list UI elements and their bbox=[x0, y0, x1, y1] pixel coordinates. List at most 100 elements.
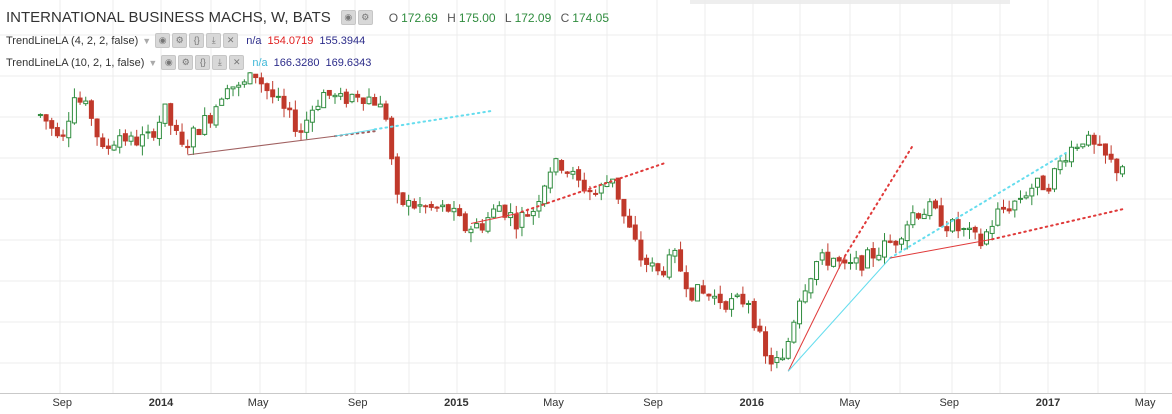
candle-body bbox=[1006, 208, 1012, 212]
candle-body bbox=[196, 129, 202, 136]
candle-body bbox=[933, 200, 939, 209]
candle-body bbox=[1012, 200, 1018, 211]
candle-body bbox=[105, 145, 111, 149]
pin-icon[interactable]: ⤓ bbox=[206, 33, 222, 48]
candle-body bbox=[445, 204, 451, 212]
close-icon[interactable]: ✕ bbox=[223, 33, 239, 48]
indicator-value: 169.6343 bbox=[325, 56, 372, 69]
candle-body bbox=[474, 223, 480, 229]
candle-body bbox=[349, 93, 355, 103]
candle-body bbox=[247, 72, 253, 85]
candle-body bbox=[502, 204, 508, 218]
ohlc-label: C bbox=[560, 10, 570, 25]
candle-body bbox=[955, 219, 961, 232]
candle-body bbox=[1051, 168, 1057, 190]
candle-body bbox=[576, 169, 582, 181]
candle-body bbox=[706, 293, 712, 297]
candle-body bbox=[326, 89, 332, 96]
candle-body bbox=[695, 284, 701, 302]
candle-body bbox=[366, 96, 372, 105]
candle-body bbox=[983, 231, 989, 245]
candle-body bbox=[1023, 195, 1029, 199]
candle-body bbox=[785, 340, 791, 359]
price-chart[interactable] bbox=[0, 0, 1172, 393]
candle-body bbox=[139, 134, 145, 147]
candle-body bbox=[638, 239, 644, 261]
source-icon[interactable]: {} bbox=[189, 33, 205, 48]
candle-body bbox=[655, 263, 661, 272]
candle-body bbox=[593, 192, 599, 195]
eye-icon[interactable]: ◉ bbox=[161, 55, 177, 70]
candle-body bbox=[870, 248, 876, 259]
x-tick-label: Sep bbox=[52, 397, 73, 409]
candle-body bbox=[168, 103, 174, 126]
source-icon[interactable]: {} bbox=[195, 55, 211, 70]
candle-body bbox=[400, 192, 406, 205]
candle-body bbox=[54, 127, 60, 137]
trend-line-extension bbox=[889, 152, 1067, 259]
symbol-title: INTERNATIONAL BUSINESS MACHS, W, BATS bbox=[6, 9, 331, 26]
candle-body bbox=[343, 91, 349, 104]
candle-body bbox=[264, 83, 270, 92]
candle-body bbox=[496, 205, 502, 212]
eye-icon[interactable]: ◉ bbox=[340, 10, 356, 25]
candle-body bbox=[1000, 206, 1006, 210]
candle-body bbox=[1108, 153, 1114, 160]
candle-body bbox=[678, 249, 684, 272]
candle-body bbox=[1057, 160, 1063, 171]
candle-body bbox=[258, 77, 264, 85]
candle-body bbox=[632, 224, 638, 240]
gear-icon[interactable]: ⚙ bbox=[178, 55, 194, 70]
candle-body bbox=[287, 107, 293, 111]
candle-body bbox=[615, 177, 621, 200]
candle-body bbox=[570, 170, 576, 175]
gear-icon[interactable]: ⚙ bbox=[357, 10, 373, 25]
candle-body bbox=[966, 227, 972, 231]
candle-body bbox=[434, 206, 440, 209]
eye-icon[interactable]: ◉ bbox=[155, 33, 171, 48]
candle-body bbox=[1119, 166, 1125, 175]
candle-body bbox=[910, 212, 916, 226]
candle-body bbox=[729, 298, 735, 310]
candle-body bbox=[66, 120, 72, 139]
candle-body bbox=[644, 257, 650, 265]
x-tick-label: 2014 bbox=[148, 397, 174, 409]
candle-body bbox=[717, 293, 723, 304]
candle-body bbox=[751, 300, 757, 329]
candle-body bbox=[882, 240, 888, 258]
candle-body bbox=[321, 92, 327, 109]
candle-body bbox=[309, 109, 315, 123]
indicator-value: 166.3280 bbox=[273, 56, 320, 69]
chevron-down-icon[interactable]: ▼ bbox=[148, 57, 158, 68]
candle-body bbox=[865, 249, 871, 269]
candle-body bbox=[37, 113, 43, 117]
pin-icon[interactable]: ⤓ bbox=[212, 55, 228, 70]
candle-body bbox=[298, 130, 304, 133]
candle-body bbox=[938, 205, 944, 227]
trend-line bbox=[890, 238, 993, 259]
chevron-down-icon[interactable]: ▼ bbox=[142, 35, 152, 46]
candle-body bbox=[740, 293, 746, 305]
candle-body bbox=[876, 254, 882, 261]
close-icon[interactable]: ✕ bbox=[229, 55, 245, 70]
trend-line bbox=[470, 213, 517, 224]
candle-body bbox=[831, 257, 837, 267]
candle-body bbox=[627, 215, 633, 228]
candle-body bbox=[700, 285, 706, 294]
candle-body bbox=[281, 95, 287, 109]
ohlc-values: O 172.69 H 175.00 L 172.09 C 174.05 bbox=[383, 11, 609, 25]
candle-body bbox=[292, 109, 298, 132]
candle-body bbox=[972, 226, 978, 233]
gear-icon[interactable]: ⚙ bbox=[172, 33, 188, 48]
trend-line-extension bbox=[373, 109, 495, 131]
candle-body bbox=[746, 302, 752, 305]
ohlc-value: 172.09 bbox=[514, 10, 552, 25]
candle-body bbox=[819, 252, 825, 261]
candle-body bbox=[383, 103, 389, 120]
candle-body bbox=[71, 97, 77, 124]
ohlc-value: 172.69 bbox=[401, 10, 438, 25]
candle-body bbox=[559, 160, 565, 171]
candle-body bbox=[128, 135, 134, 142]
candle-body bbox=[94, 118, 100, 138]
candle-body bbox=[468, 228, 474, 234]
